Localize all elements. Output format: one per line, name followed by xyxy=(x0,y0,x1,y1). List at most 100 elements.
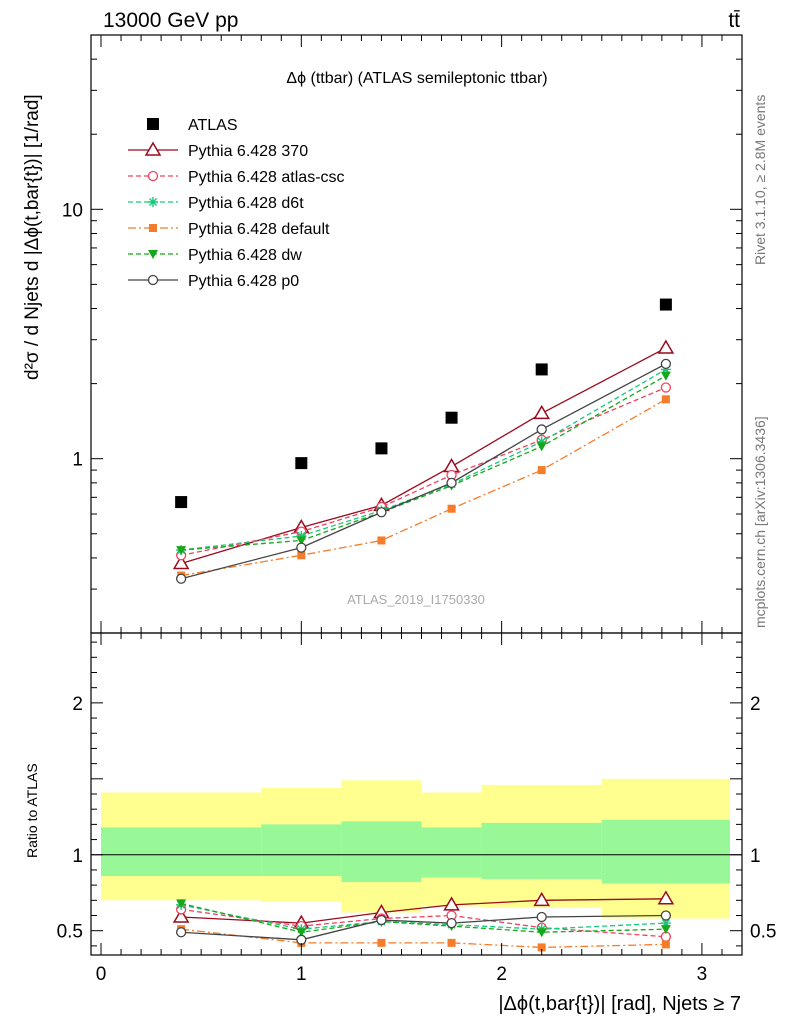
main-point-atlas xyxy=(375,442,388,455)
ratio-band-inner-3 xyxy=(421,827,482,878)
main-point-d6t xyxy=(536,436,547,447)
ratio-point-dw xyxy=(536,928,547,938)
ratio-band-inner-5 xyxy=(601,819,730,884)
ratio-point-p0 xyxy=(175,927,187,938)
ratio-y-axis-label: Ratio to ATLAS xyxy=(24,763,40,858)
ratio-point-d6t xyxy=(660,918,671,929)
legend-marker-p0 xyxy=(147,274,159,286)
ratio-y-tick-label-right: 1 xyxy=(750,846,761,867)
ratio-point-p0 xyxy=(536,911,547,923)
legend-label-atlas: ATLAS xyxy=(188,117,238,134)
main-series-layer xyxy=(172,298,675,584)
main-point-p0 xyxy=(296,542,307,553)
ratio-line-d6t xyxy=(181,904,666,930)
legend-marker-d6t xyxy=(148,197,158,207)
legend-marker-atlas xyxy=(147,118,159,130)
ratio-point-default xyxy=(661,940,670,949)
legend-label-p370: Pythia 6.428 370 xyxy=(188,143,308,160)
main-point-p0 xyxy=(446,477,457,489)
legend-marker-atlas_csc xyxy=(147,170,159,182)
ratio-point-p370 xyxy=(657,890,675,905)
legend-label-default: Pythia 6.428 default xyxy=(188,221,330,238)
legend-marker-dw xyxy=(148,250,158,259)
main-point-atlas xyxy=(445,411,458,424)
x-tick-label: 1 xyxy=(296,964,307,985)
ratio-line-p370 xyxy=(181,898,666,924)
x-tick-label: 0 xyxy=(96,964,107,985)
main-point-atlas xyxy=(659,298,672,311)
ratio-point-dw xyxy=(660,925,671,935)
ratio-point-default xyxy=(377,938,386,947)
ratio-line-default xyxy=(181,928,666,949)
legend-label-atlas_csc: Pythia 6.428 atlas-csc xyxy=(188,169,345,186)
main-point-atlas xyxy=(175,496,188,509)
main-line-dw xyxy=(181,375,667,551)
legend-label-d6t: Pythia 6.428 d6t xyxy=(188,195,304,212)
watermark: ATLAS_2019_I1750330 xyxy=(347,592,485,607)
main-line-p370 xyxy=(180,347,667,565)
legend-label-dw: Pythia 6.428 dw xyxy=(188,247,302,264)
main-y-tick-label: 10 xyxy=(62,200,83,221)
main-point-p370 xyxy=(657,339,675,354)
x-tick-label: 3 xyxy=(697,964,708,985)
ratio-uncertainty-bands xyxy=(91,778,742,919)
ratio-series-layer xyxy=(172,890,675,952)
process-label: tt̄ xyxy=(728,9,740,32)
ratio-point-p370 xyxy=(443,896,460,911)
ratio-point-p0 xyxy=(376,914,387,926)
main-chart-title: Δϕ (ttbar) (ATLAS semileptonic ttbar) xyxy=(286,70,547,87)
main-line-default xyxy=(181,398,667,577)
main-point-dw xyxy=(536,442,547,452)
main-y-tick-label: 1 xyxy=(72,450,83,471)
ratio-point-p0 xyxy=(660,910,672,921)
main-line-d6t xyxy=(181,368,667,551)
ratio-line-atlas_csc xyxy=(181,908,666,938)
legend-label-p0: Pythia 6.428 p0 xyxy=(188,273,299,290)
ratio-point-p370 xyxy=(172,908,190,923)
ratio-point-dw xyxy=(296,928,307,938)
main-point-p0 xyxy=(376,507,387,518)
main-point-p370 xyxy=(443,458,460,473)
main-y-axis-label: d²σ / d Njets d |Δϕ(t,bar{t})| [1/rad] xyxy=(22,94,43,380)
mcplots-label: mcplots.cern.ch [arXiv:1306.3436] xyxy=(752,416,768,628)
ratio-y-tick-label-right: 2 xyxy=(750,694,761,715)
ratio-point-p0 xyxy=(296,934,307,945)
main-point-default xyxy=(661,395,670,404)
main-point-p370 xyxy=(172,554,190,570)
main-point-d6t xyxy=(660,364,671,375)
x-axis-label: |Δϕ(t,bar{t})| [rad], Njets ≥ 7 xyxy=(498,993,741,1015)
rivet-label: Rivet 3.1.10, ≥ 2.8M events xyxy=(752,95,768,265)
main-point-default xyxy=(297,551,306,560)
ratio-point-p370 xyxy=(533,891,550,907)
ratio-band-inner-0 xyxy=(101,827,262,877)
ratio-band-inner-2 xyxy=(341,821,422,883)
legend: ATLAS Pythia 6.428 370 Pythia 6.428 atlas-… xyxy=(128,117,345,290)
main-point-atlas xyxy=(295,457,308,470)
main-point-atlas_csc xyxy=(660,382,672,393)
ratio-point-p0 xyxy=(446,917,457,929)
ratio-point-default xyxy=(447,938,456,947)
main-point-p0 xyxy=(536,424,547,435)
ratio-point-dw xyxy=(176,899,187,909)
x-tick-label: 2 xyxy=(496,964,507,985)
main-line-atlas_csc xyxy=(181,386,667,556)
main-point-dw xyxy=(296,536,307,546)
main-line-p0 xyxy=(180,363,667,580)
ratio-line-p0 xyxy=(181,914,666,941)
main-point-dw xyxy=(660,371,671,381)
main-point-default xyxy=(537,466,546,475)
main-point-p0 xyxy=(660,358,672,370)
main-point-p0 xyxy=(175,573,187,584)
ratio-y-tick-label: 0.5 xyxy=(57,922,83,943)
main-point-dw xyxy=(176,546,187,556)
ratio-band-inner-4 xyxy=(481,822,602,880)
main-point-d6t xyxy=(296,530,307,541)
ratio-band-inner-1 xyxy=(261,824,342,877)
main-point-default xyxy=(447,504,456,513)
main-point-atlas xyxy=(535,363,548,376)
ratio-point-default xyxy=(537,943,546,952)
ratio-y-tick-label: 1 xyxy=(72,846,83,867)
legend-marker-default xyxy=(149,224,157,232)
ratio-y-tick-label-right: 0.5 xyxy=(750,922,776,943)
